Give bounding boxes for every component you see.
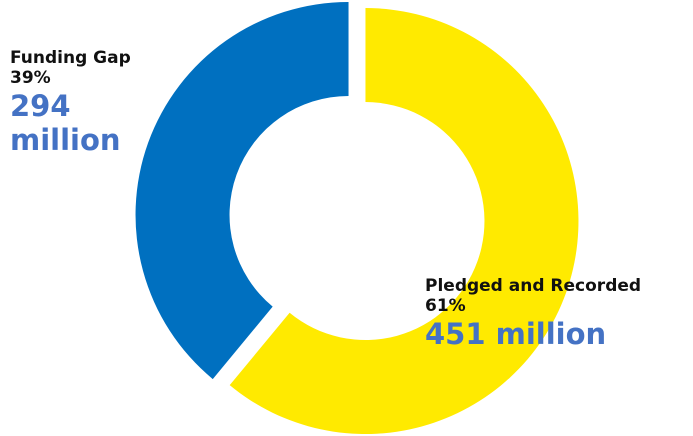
- pledged-recorded-percent: 61%: [425, 296, 466, 317]
- pledged-recorded-label: Pledged and Recorded 61% 451 million: [425, 276, 693, 351]
- funding-gap-slice: [135, 1, 349, 380]
- funding-gap-label: Funding Gap 39% 294 million: [10, 48, 160, 157]
- funding-gap-amount: 294 million: [10, 88, 121, 157]
- pledged-recorded-slice: [229, 8, 579, 435]
- pledged-recorded-amount: 451 million: [425, 316, 607, 351]
- funding-gap-percent: 39%: [10, 68, 51, 89]
- funding-gap-name: Funding Gap: [10, 48, 131, 68]
- pledged-recorded-name: Pledged and Recorded: [425, 276, 642, 296]
